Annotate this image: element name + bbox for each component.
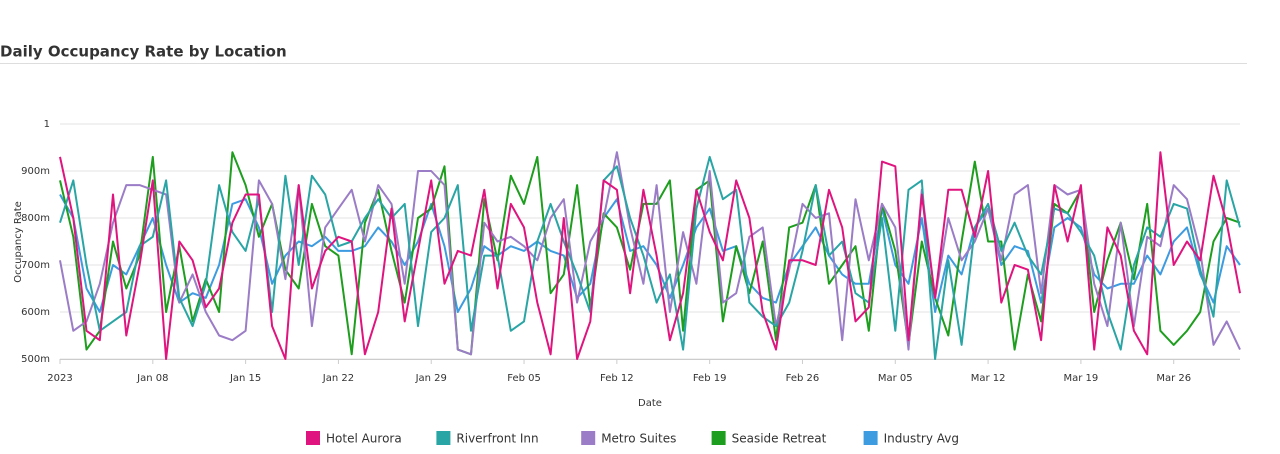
x-tick-label: Feb 05: [507, 373, 541, 384]
legend-label[interactable]: Industry Avg: [884, 432, 959, 446]
chart-title: Daily Occupancy Rate by Location: [0, 43, 287, 61]
series-line: [59, 151, 1241, 356]
x-tick-label: Mar 26: [1156, 373, 1191, 384]
x-tick-label: Feb 19: [693, 373, 727, 384]
x-tick-label: Mar 05: [878, 373, 913, 384]
x-tick-label: Feb 12: [600, 373, 634, 384]
series-line: [59, 151, 1241, 360]
x-tick-label: Jan 22: [322, 373, 354, 384]
legend-label[interactable]: Riverfront Inn: [456, 432, 538, 446]
y-tick-label: 600m: [21, 307, 50, 318]
legend-label[interactable]: Seaside Retreat: [732, 432, 827, 446]
legend-swatch[interactable]: [711, 431, 726, 445]
y-tick-label: 800m: [21, 213, 50, 224]
y-tick-label: 1: [44, 119, 50, 130]
legend-swatch[interactable]: [306, 431, 320, 445]
y-axis-label: Occupancy Rate: [13, 201, 24, 283]
y-tick-label: 900m: [21, 166, 50, 177]
x-tick-label: Jan 29: [415, 373, 447, 384]
x-tick-label: Feb 26: [786, 373, 820, 384]
series-line: [59, 151, 1241, 356]
legend-label[interactable]: Metro Suites: [601, 432, 676, 446]
series-line: [59, 194, 1241, 313]
x-tick-label: Jan 08: [136, 373, 168, 384]
legend-label[interactable]: Hotel Aurora: [326, 432, 402, 446]
x-axis-label: Date: [638, 398, 662, 409]
x-tick-label: Jan 15: [229, 373, 261, 384]
legend-swatch[interactable]: [581, 431, 596, 445]
x-tick-label: 2023: [47, 373, 72, 384]
y-tick-label: 700m: [21, 260, 50, 271]
legend-swatch[interactable]: [863, 431, 878, 445]
x-tick-label: Mar 12: [971, 373, 1006, 384]
series-line: [59, 155, 1241, 360]
y-tick-label: 500m: [21, 354, 50, 365]
x-tick-label: Mar 19: [1064, 373, 1099, 384]
legend-swatch[interactable]: [436, 431, 451, 445]
